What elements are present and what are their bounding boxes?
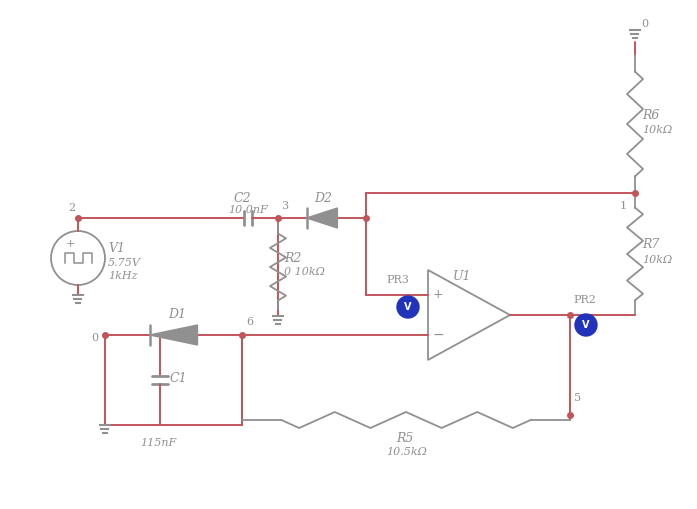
Text: U1: U1 — [453, 270, 471, 284]
Text: V1: V1 — [108, 241, 125, 254]
Text: 1: 1 — [620, 201, 627, 211]
Polygon shape — [150, 325, 197, 345]
Text: R5: R5 — [396, 432, 413, 444]
Circle shape — [397, 296, 419, 318]
Text: 0 10kΩ: 0 10kΩ — [284, 267, 325, 277]
Text: 10kΩ: 10kΩ — [642, 255, 672, 265]
Text: PR3: PR3 — [386, 275, 409, 285]
Text: D2: D2 — [314, 191, 332, 205]
Circle shape — [575, 314, 597, 336]
Text: 115nF: 115nF — [140, 438, 176, 448]
Polygon shape — [307, 208, 337, 228]
Text: D1: D1 — [169, 308, 187, 322]
Text: 0: 0 — [91, 333, 98, 343]
Text: PR2: PR2 — [573, 295, 596, 305]
Text: 2: 2 — [68, 203, 75, 213]
Text: R2: R2 — [284, 252, 301, 266]
Text: 5: 5 — [574, 393, 581, 403]
Text: C2: C2 — [234, 191, 252, 205]
Text: 6: 6 — [246, 317, 253, 327]
Text: −: − — [432, 328, 444, 342]
Text: +: + — [433, 289, 443, 301]
Text: 10.5kΩ: 10.5kΩ — [386, 447, 427, 457]
Text: 10.0nF: 10.0nF — [228, 205, 268, 215]
Text: +: + — [66, 239, 75, 249]
Text: 0: 0 — [641, 19, 648, 29]
Text: 1kHz: 1kHz — [108, 271, 137, 281]
Text: V: V — [404, 302, 412, 312]
Text: R7: R7 — [642, 239, 659, 251]
Text: 10kΩ: 10kΩ — [642, 125, 672, 135]
Text: R6: R6 — [642, 108, 659, 122]
Text: C1: C1 — [170, 372, 187, 384]
Text: V: V — [582, 320, 590, 330]
Text: 5.75V: 5.75V — [108, 258, 141, 268]
Text: 3: 3 — [281, 201, 288, 211]
